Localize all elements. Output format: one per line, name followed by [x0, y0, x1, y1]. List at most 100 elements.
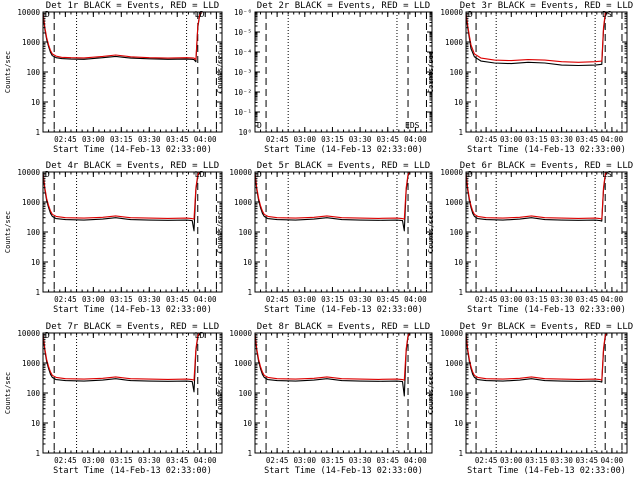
events-series-line: [465, 333, 608, 383]
y-tick-label: 1: [35, 288, 40, 297]
x-tick-label: 02:45: [266, 456, 289, 465]
segment-marker: D: [45, 170, 50, 179]
x-tick-label: 03:00: [82, 135, 105, 144]
y-tick-label: 10: [31, 98, 41, 107]
x-axis-label: Start Time (14-Feb-13 02:33:00): [264, 305, 423, 315]
chart-panel-4: Det 4r BLACK = Events, RED = LLD Counts/s…: [4, 161, 223, 315]
y-tick-label: 1000: [22, 198, 41, 207]
events-series-line: [254, 172, 411, 232]
y-tick-label: 1: [458, 128, 463, 137]
segment-marker: LS: [602, 170, 612, 179]
y-tick-label: 1: [458, 288, 463, 297]
lld-series-line: [42, 171, 201, 220]
y-tick-label: 1: [35, 449, 40, 458]
y-tick-label: 10000: [17, 8, 40, 17]
lld-series-line: [465, 171, 608, 220]
y-axis-label: Counts/sec: [216, 372, 224, 414]
x-tick-label: 03:15: [110, 456, 133, 465]
segment-marker: LD: [195, 10, 205, 19]
x-tick-label: 03:45: [376, 135, 399, 144]
x-tick-label: 02:45: [54, 295, 77, 304]
y-axis-label: Counts/sec: [216, 211, 224, 253]
chart-panel-9: Det 9r BLACK = Events, RED = LLD Counts/s…: [427, 322, 633, 476]
lld-series-line: [254, 171, 411, 220]
y-tick-label: 10: [243, 258, 253, 267]
y-axis-label: Counts/sec: [427, 211, 435, 253]
y-tick-label: 10: [454, 258, 464, 267]
y-tick-label: 10⁻²: [234, 88, 252, 97]
x-tick-label: 03:00: [293, 295, 316, 304]
x-tick-label: 03:30: [550, 295, 573, 304]
y-tick-label: 100: [26, 389, 40, 398]
x-tick-label: 04:00: [601, 135, 624, 144]
y-tick-label: 10000: [17, 329, 40, 338]
x-tick-label: 03:30: [349, 295, 372, 304]
segment-marker: D: [468, 10, 473, 19]
chart-title: Det 5r BLACK = Events, RED = LLD: [257, 161, 430, 171]
y-tick-label: 10⁻⁴: [234, 48, 252, 57]
y-tick-label: 10: [31, 419, 41, 428]
events-series-line: [42, 333, 201, 393]
y-tick-label: 10000: [440, 8, 463, 17]
y-tick-label: 100: [238, 389, 252, 398]
y-tick-label: 1: [247, 449, 252, 458]
y-tick-label: 10: [454, 98, 464, 107]
segment-marker: D: [45, 10, 50, 19]
y-tick-label: 10: [243, 419, 253, 428]
y-tick-label: 100: [449, 389, 463, 398]
segment-marker: LD: [195, 170, 205, 179]
x-tick-label: 04:00: [194, 295, 217, 304]
lld-series-line: [254, 332, 411, 381]
x-tick-label: 03:15: [321, 135, 344, 144]
events-series-line: [254, 333, 411, 397]
chart-panel-5: Det 5r BLACK = Events, RED = LLD Counts/s…: [216, 161, 433, 315]
plot-frame: [254, 332, 433, 454]
chart-panel-7: Det 7r BLACK = Events, RED = LLD Counts/s…: [4, 322, 223, 476]
y-axis-label: Counts/sec: [427, 372, 435, 414]
x-tick-label: 03:45: [166, 295, 189, 304]
y-tick-label: 10000: [440, 329, 463, 338]
events-series-line: [465, 12, 608, 67]
chart-panel-3: Det 3r BLACK = Events, RED = LLD Counts/s…: [427, 1, 633, 155]
x-tick-label: 03:00: [500, 135, 523, 144]
chart-title: Det 7r BLACK = Events, RED = LLD: [46, 322, 219, 332]
y-tick-label: 10⁻³: [234, 68, 252, 77]
x-tick-label: 03:15: [525, 135, 548, 144]
x-axis-label: Start Time (14-Feb-13 02:33:00): [467, 466, 626, 476]
x-tick-label: 03:45: [376, 295, 399, 304]
segment-marker: D: [468, 170, 473, 179]
segment-marker: EDS: [405, 121, 420, 130]
x-tick-label: 03:30: [550, 135, 573, 144]
x-tick-label: 03:30: [349, 135, 372, 144]
plot-frame: [42, 332, 223, 454]
chart-title: Det 4r BLACK = Events, RED = LLD: [46, 161, 219, 171]
y-axis-label: Counts/sec: [4, 211, 12, 253]
x-tick-label: 03:30: [138, 295, 161, 304]
x-tick-label: 03:45: [376, 456, 399, 465]
chart-title: Det 3r BLACK = Events, RED = LLD: [460, 1, 633, 11]
y-tick-label: 10000: [17, 168, 40, 177]
x-tick-label: 03:15: [110, 135, 133, 144]
y-tick-label: 1000: [234, 198, 253, 207]
lld-series-line: [42, 11, 202, 61]
y-tick-label: 1000: [234, 359, 253, 368]
y-tick-label: 1: [458, 449, 463, 458]
y-axis-label: Counts/sec: [4, 372, 12, 414]
x-tick-label: 03:00: [82, 295, 105, 304]
y-tick-label: 10000: [229, 168, 252, 177]
y-axis-label: Counts/sec: [216, 51, 224, 93]
plot-frame: [254, 11, 433, 133]
x-axis-label: Start Time (14-Feb-13 02:33:00): [53, 466, 212, 476]
y-tick-label: 100: [238, 228, 252, 237]
y-tick-label: 10⁻⁶: [234, 8, 252, 17]
x-tick-label: 02:45: [475, 295, 498, 304]
lld-series-line: [465, 332, 608, 381]
x-tick-label: 02:45: [475, 456, 498, 465]
x-tick-label: 03:30: [138, 456, 161, 465]
lld-series-line: [465, 11, 608, 63]
y-tick-label: 1000: [445, 359, 464, 368]
x-tick-label: 03:45: [575, 456, 598, 465]
chart-panel-1: Det 1r BLACK = Events, RED = LLD Counts/s…: [4, 1, 223, 155]
x-axis-label: Start Time (14-Feb-13 02:33:00): [264, 466, 423, 476]
